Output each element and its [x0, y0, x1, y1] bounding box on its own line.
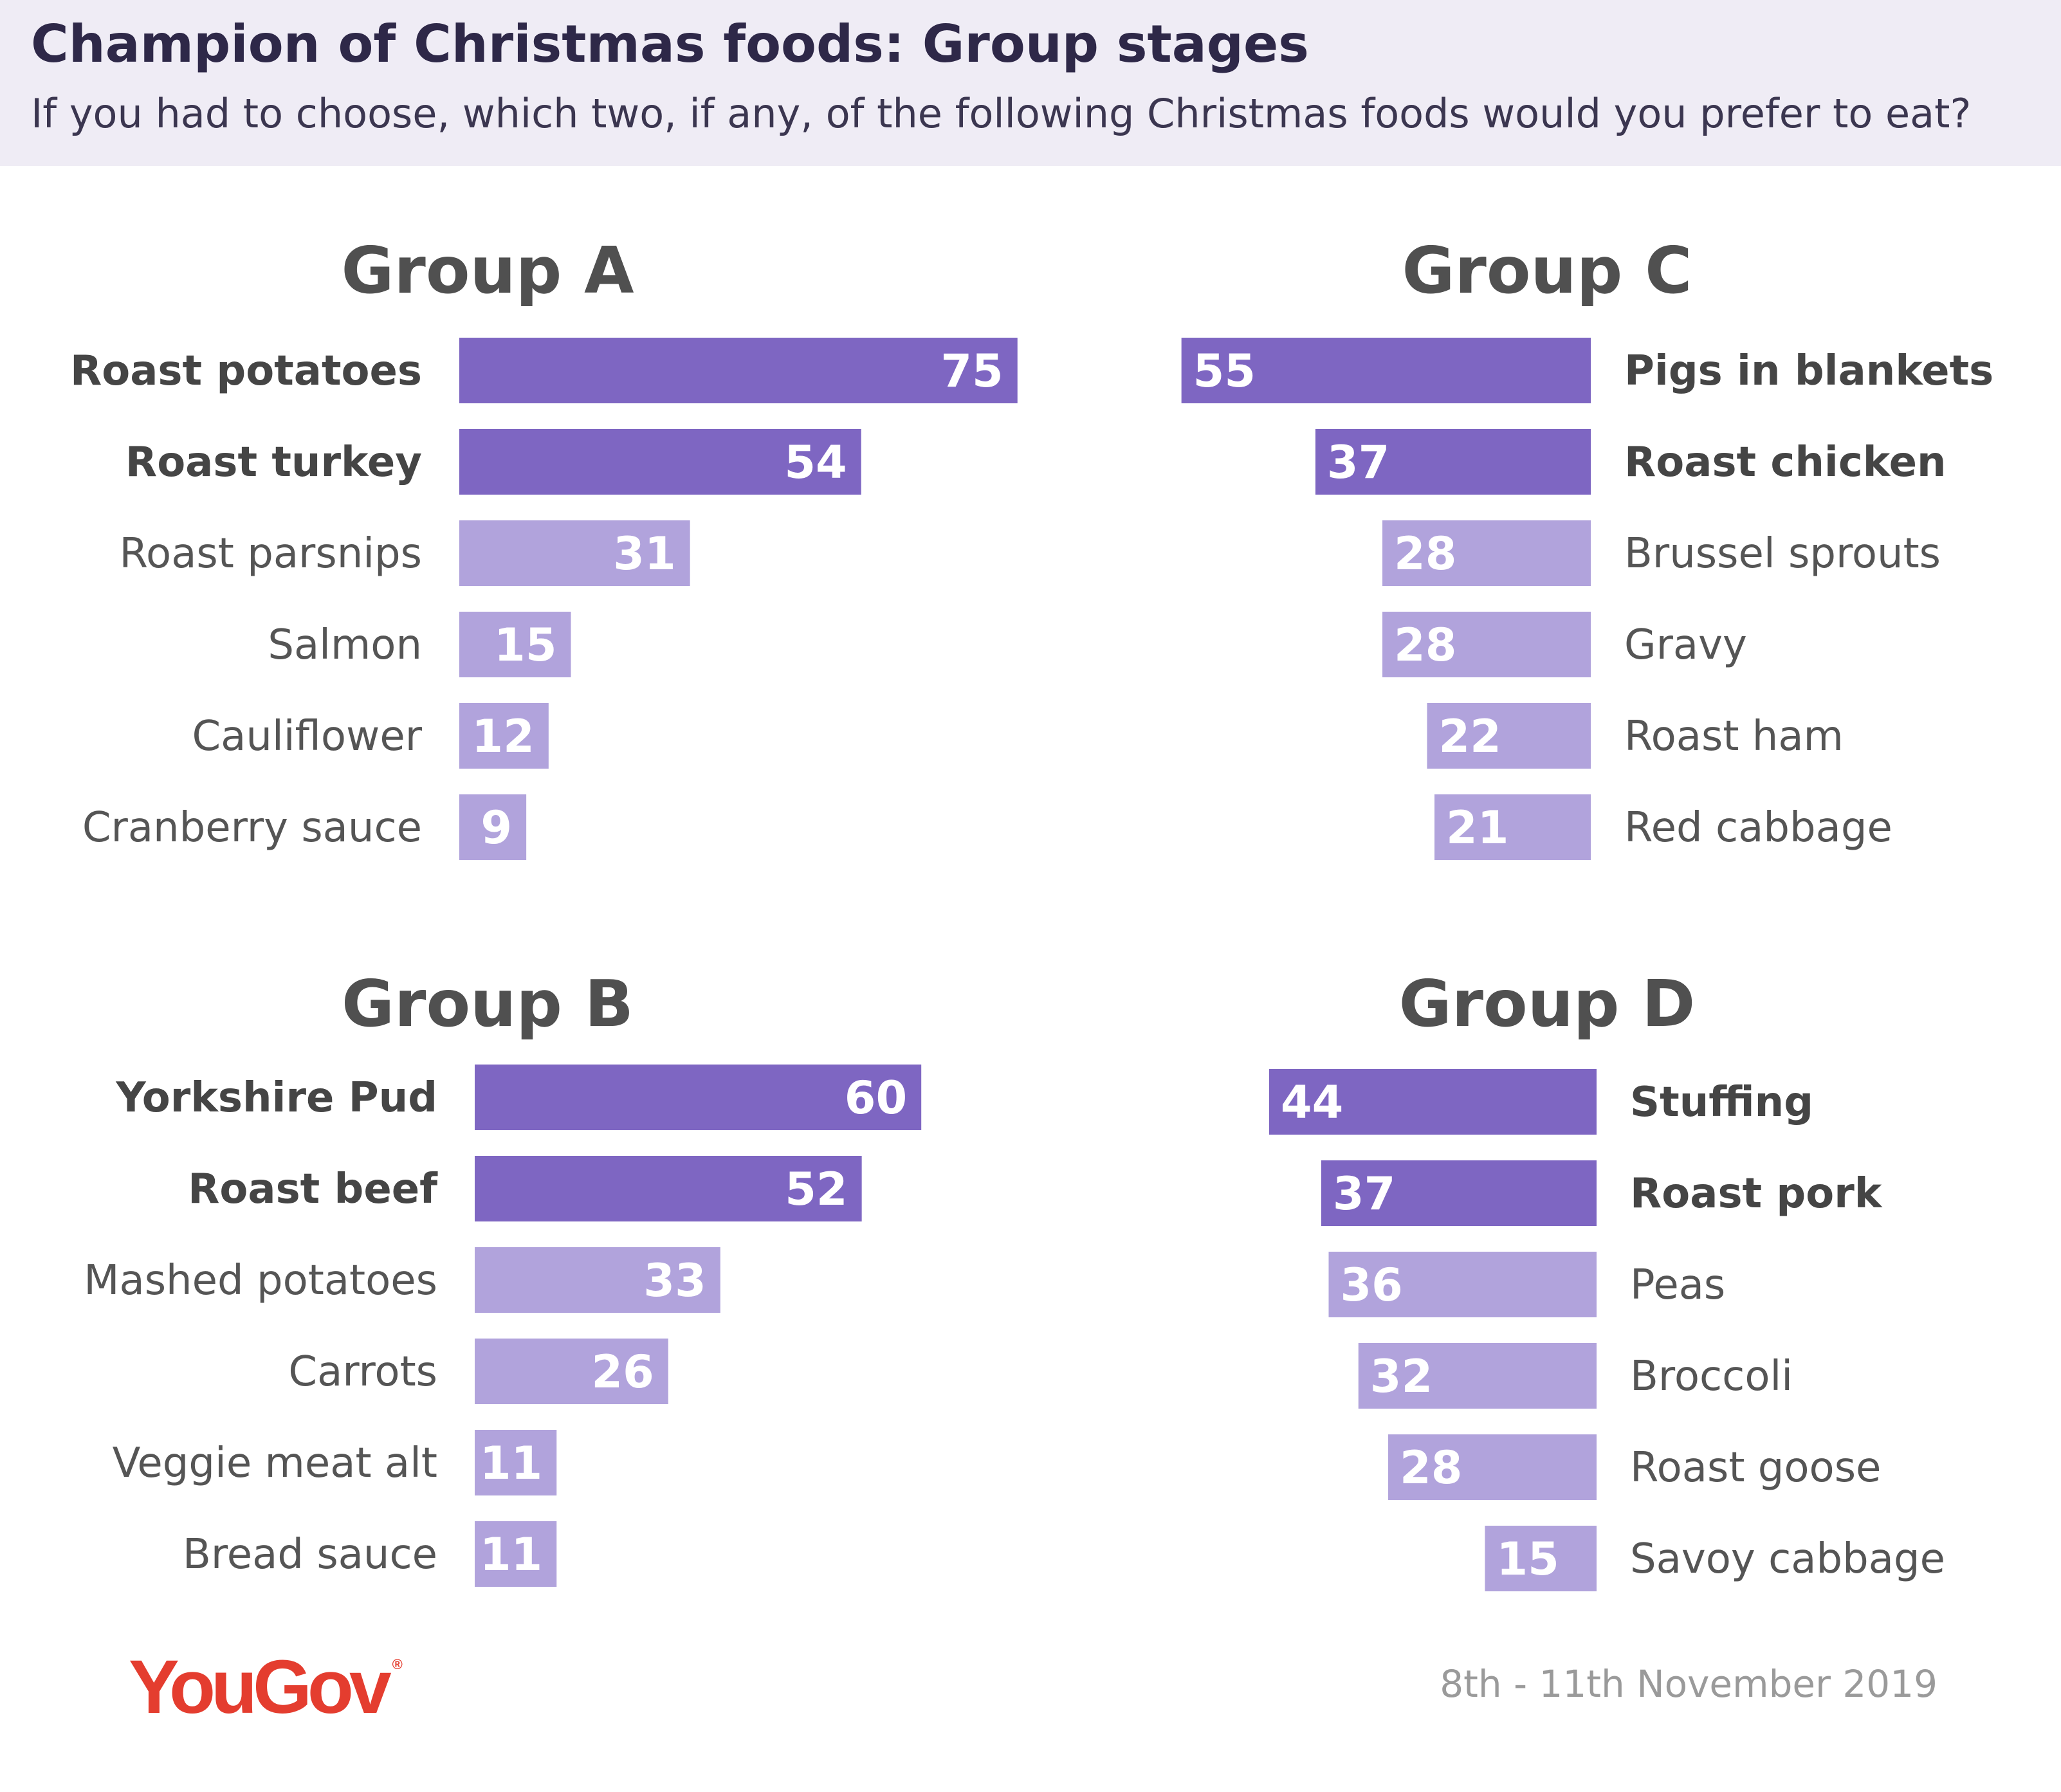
header-band: Champion of Christmas foods: Group stage… — [0, 0, 2061, 166]
group-b-value-label: 26 — [591, 1346, 654, 1398]
group-b-panel: Group B 60 Yorkshire Pud 52 Roast beef 33 Mash… — [84, 966, 922, 1587]
group-d-bar — [1485, 1526, 1597, 1591]
group-a-category-label: Roast parsnips — [119, 530, 422, 578]
group-d-bar — [1328, 1252, 1597, 1317]
fieldwork-date: 8th - 11th November 2019 — [1440, 1662, 1937, 1706]
group-c-bar — [1181, 338, 1591, 403]
group-b-category-label: Yorkshire Pud — [115, 1074, 437, 1122]
group-a-bar — [459, 338, 1018, 403]
group-d-bar — [1321, 1160, 1597, 1226]
group-c-value-label: 55 — [1193, 345, 1256, 398]
group-d-category-label: Broccoli — [1630, 1353, 1793, 1400]
logo-text: YouGov — [129, 1645, 392, 1730]
group-b-bar — [475, 1065, 922, 1130]
group-c-category-label: Gravy — [1624, 621, 1747, 669]
group-c-panel: Group C 55 Pigs in blankets 37 Roast chicken… — [1181, 233, 1993, 860]
group-b-value-label: 52 — [785, 1163, 847, 1216]
group-d-bar — [1388, 1434, 1597, 1500]
group-c-category-label: Red cabbage — [1624, 804, 1892, 852]
group-c-value-label: 28 — [1394, 619, 1456, 672]
group-a-bar — [459, 520, 690, 586]
group-c-bar — [1382, 520, 1591, 586]
group-d-value-label: 15 — [1496, 1533, 1559, 1586]
group-b-bar — [475, 1430, 557, 1495]
group-c-category-label: Roast chicken — [1624, 439, 1946, 486]
group-d-value-label: 44 — [1281, 1076, 1343, 1129]
group-d-category-label: Peas — [1630, 1261, 1725, 1309]
group-b-bar — [475, 1156, 862, 1221]
group-a-title: Group A — [341, 233, 634, 308]
group-d-value-label: 36 — [1340, 1259, 1402, 1312]
group-d-value-label: 32 — [1370, 1350, 1433, 1403]
group-c-bar — [1434, 794, 1591, 860]
group-b-value-label: 11 — [480, 1437, 542, 1490]
group-b-value-label: 11 — [480, 1528, 542, 1581]
group-b-category-label: Roast beef — [188, 1166, 438, 1213]
group-d-value-label: 37 — [1333, 1167, 1395, 1220]
group-a-category-label: Cauliflower — [192, 713, 422, 760]
group-d-category-label: Roast goose — [1630, 1444, 1881, 1492]
group-a-category-label: Roast potatoes — [70, 347, 422, 395]
group-a-bar — [459, 703, 549, 769]
group-b-value-label: 33 — [643, 1254, 706, 1307]
group-c-bar — [1315, 429, 1591, 495]
group-b-category-label: Bread sauce — [183, 1531, 437, 1578]
group-c-value-label: 22 — [1438, 710, 1501, 763]
group-a-value-label: 15 — [494, 619, 556, 672]
chart-subtitle: If you had to choose, which two, if any,… — [31, 90, 1972, 137]
group-a-panel: Group A 75 Roast potatoes 54 Roast turkey 31 R… — [70, 233, 1018, 860]
group-d-panel: Group D 44 Stuffing 37 Roast pork 36 Peas 32 Bro… — [1269, 966, 1945, 1591]
group-b-bar — [475, 1521, 557, 1587]
group-c-value-label: 21 — [1446, 801, 1508, 854]
group-a-value-label: 31 — [613, 527, 675, 580]
group-a-category-label: Salmon — [268, 621, 422, 669]
group-c-category-label: Pigs in blankets — [1624, 347, 1993, 395]
group-c-bar — [1427, 703, 1591, 769]
group-c-category-label: Roast ham — [1624, 713, 1844, 760]
group-a-value-label: 12 — [472, 710, 534, 763]
group-d-category-label: Stuffing — [1630, 1079, 1813, 1126]
group-d-category-label: Roast pork — [1630, 1170, 1883, 1218]
group-d-title: Group D — [1399, 966, 1696, 1041]
group-b-category-label: Veggie meat alt — [113, 1440, 437, 1487]
group-c-category-label: Brussel sprouts — [1624, 530, 1941, 578]
registered-mark: ® — [392, 1656, 403, 1672]
group-b-category-label: Carrots — [288, 1348, 437, 1396]
group-a-value-label: 54 — [784, 436, 847, 489]
group-d-value-label: 28 — [1400, 1441, 1462, 1494]
group-a-category-label: Roast turkey — [125, 439, 422, 486]
group-b-value-label: 60 — [845, 1072, 907, 1124]
group-c-value-label: 28 — [1394, 527, 1456, 580]
group-b-bar — [475, 1339, 668, 1404]
group-a-value-label: 9 — [481, 801, 512, 854]
group-b-title: Group B — [342, 966, 634, 1041]
group-d-bar — [1269, 1069, 1597, 1135]
chart-title: Champion of Christmas foods: Group stage… — [31, 14, 1309, 74]
group-c-value-label: 37 — [1327, 436, 1389, 489]
group-b-category-label: Mashed potatoes — [84, 1257, 437, 1304]
group-a-value-label: 75 — [940, 345, 1003, 398]
group-c-title: Group C — [1402, 233, 1692, 308]
group-b-bar — [475, 1247, 720, 1313]
yougov-logo: YouGov ® — [129, 1643, 403, 1731]
group-a-bar — [459, 794, 527, 860]
group-c-bar — [1382, 612, 1591, 677]
group-a-bar — [459, 612, 571, 677]
group-a-bar — [459, 429, 861, 495]
group-d-bar — [1358, 1343, 1597, 1409]
group-a-category-label: Cranberry sauce — [82, 804, 422, 852]
group-d-category-label: Savoy cabbage — [1630, 1535, 1945, 1583]
